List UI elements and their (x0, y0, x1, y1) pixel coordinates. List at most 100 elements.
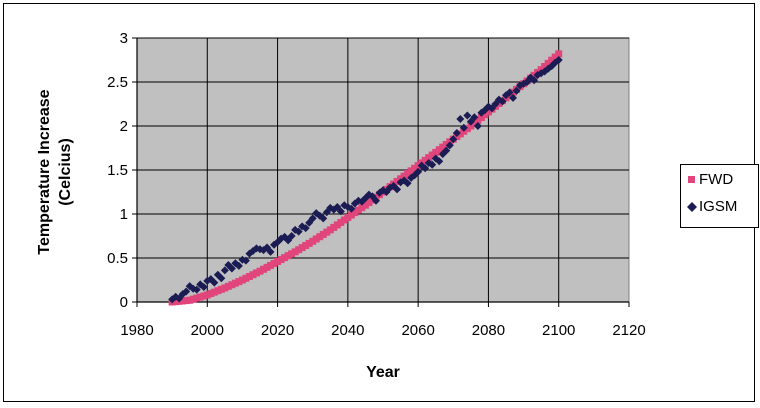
igsm-point (505, 88, 514, 97)
fwd-point (555, 50, 563, 58)
series-igsm (168, 56, 563, 304)
y-tick-label: 2 (120, 118, 128, 135)
fwd-point (214, 287, 222, 295)
igsm-point (554, 56, 563, 64)
fwd-point (393, 177, 401, 185)
y-tick-label: 0.5 (107, 250, 128, 267)
x-tick-labels: 1980 2000 2020 2040 2060 2080 2100 2120 (120, 322, 645, 339)
igsm-point (459, 123, 468, 132)
fwd-point (302, 242, 310, 250)
legend-swatch-igsm (687, 202, 697, 213)
legend-swatch-fwd (688, 176, 695, 184)
fwd-point (235, 278, 243, 286)
fwd-point (221, 284, 229, 292)
fwd-point (260, 265, 268, 273)
y-tick-label: 1.5 (107, 162, 128, 179)
fwd-point (319, 230, 327, 238)
fwd-point (351, 209, 359, 217)
fwd-point (463, 125, 471, 133)
x-tick-label: 2120 (612, 322, 645, 339)
fwd-point (228, 281, 236, 289)
x-tick-label: 2080 (472, 322, 505, 339)
legend-label-fwd: FWD (699, 171, 734, 188)
fwd-point (270, 259, 278, 267)
fwd-point (186, 296, 194, 304)
igsm-point (220, 266, 229, 275)
fwd-point (274, 258, 282, 266)
fwd-point (347, 211, 355, 219)
fwd-point (231, 279, 239, 287)
fwd-point (541, 63, 549, 71)
fwd-point (291, 248, 299, 256)
fwd-point (548, 56, 556, 64)
legend-item-fwd: FWD (687, 171, 733, 188)
y-tick-label: 1 (120, 206, 128, 223)
fwd-point (354, 206, 362, 214)
fwd-point (337, 218, 345, 226)
fwd-point (425, 154, 433, 162)
igsm-point (428, 160, 437, 169)
fwd-point (439, 143, 447, 151)
fwd-point (242, 274, 250, 282)
igsm-point (498, 97, 507, 106)
fwd-point (203, 291, 211, 299)
fwd-point (245, 272, 253, 280)
igsm-point (449, 135, 458, 144)
igsm-point (199, 283, 208, 292)
fwd-point (456, 130, 464, 138)
igsm-point (421, 164, 430, 173)
fwd-point (544, 59, 552, 67)
igsm-point (192, 285, 201, 294)
igsm-point (445, 141, 454, 150)
igsm-point (456, 114, 465, 123)
fwd-point (470, 119, 478, 127)
fwd-point (484, 108, 492, 116)
igsm-point (414, 167, 423, 176)
fwd-point (295, 246, 303, 254)
fwd-point (400, 172, 408, 180)
fwd-point (316, 233, 324, 241)
x-tick-label: 1980 (120, 322, 153, 339)
fwd-point (256, 267, 264, 275)
fwd-point (404, 170, 412, 178)
fwd-point (179, 297, 187, 305)
legend-item-igsm: IGSM (687, 198, 737, 215)
igsm-point (452, 129, 461, 138)
fwd-point (435, 146, 443, 154)
fwd-point (333, 221, 341, 229)
fwd-point (365, 199, 373, 207)
fwd-point (284, 252, 292, 260)
fwd-point (252, 269, 260, 277)
fwd-point (182, 297, 190, 305)
fwd-point (323, 228, 331, 236)
fwd-point (210, 288, 218, 296)
axes (132, 37, 630, 307)
fwd-point (238, 276, 246, 284)
igsm-point (287, 232, 296, 240)
y-axis-title: Temperature Increase (Celcius) (36, 89, 74, 254)
fwd-point (361, 201, 369, 209)
fwd-point (432, 148, 440, 156)
y-tick-label: 0 (120, 294, 128, 311)
igsm-point (308, 214, 317, 223)
fwd-point (200, 292, 208, 300)
igsm-point (227, 264, 236, 273)
fwd-point (305, 239, 313, 247)
igsm-point (403, 179, 412, 188)
igsm-point (347, 204, 356, 213)
fwd-point (193, 294, 201, 302)
igsm-point (294, 227, 303, 236)
igsm-point (509, 93, 518, 102)
x-tick-label: 2040 (331, 322, 364, 339)
y-axis-title-line-1: Temperature Increase (36, 89, 53, 254)
fwd-point (189, 295, 197, 303)
x-tick-label: 2060 (401, 322, 434, 339)
igsm-point (473, 122, 482, 130)
igsm-point (371, 196, 380, 205)
fwd-point (358, 204, 366, 212)
fwd-point (344, 214, 352, 222)
fwd-point (288, 250, 296, 258)
fwd-point (277, 256, 285, 264)
x-tick-label: 2020 (261, 322, 294, 339)
